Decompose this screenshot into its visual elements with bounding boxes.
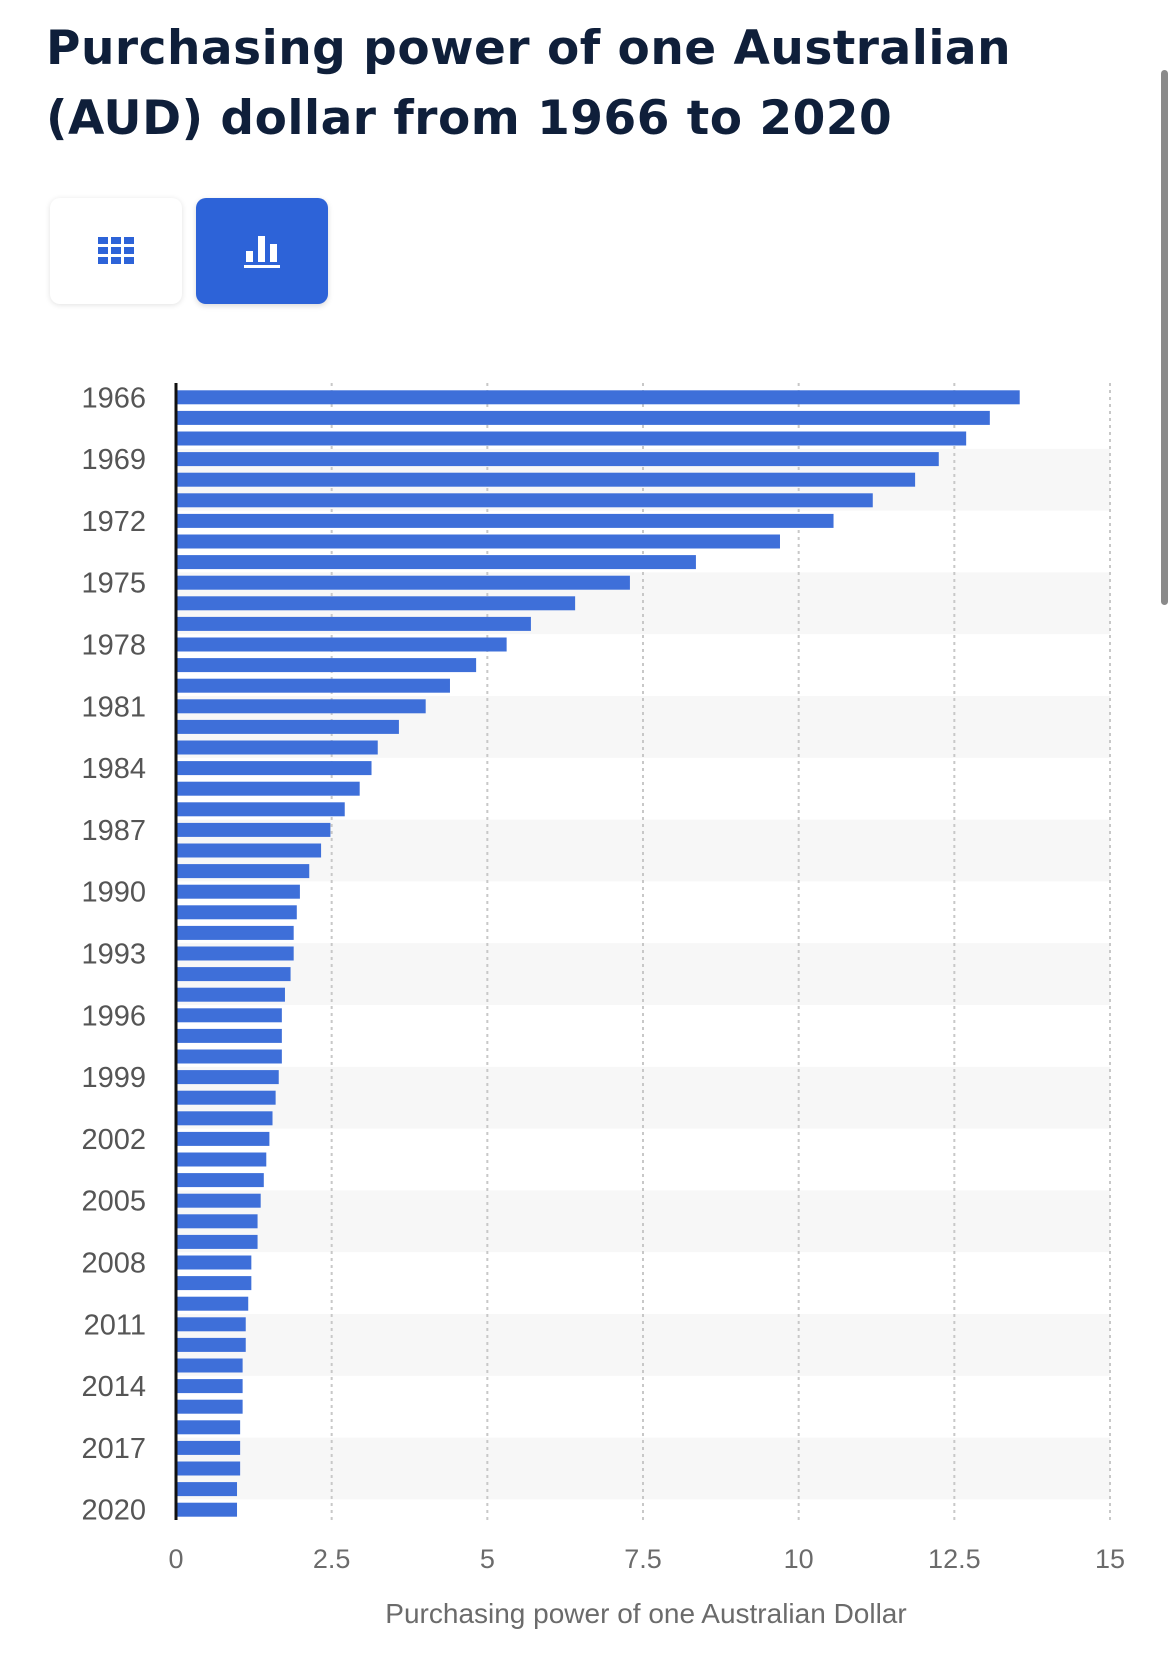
bar-2006[interactable]: [176, 1214, 258, 1229]
bar-2000[interactable]: [176, 1090, 276, 1105]
bar-1988[interactable]: [176, 843, 322, 858]
bar-2019[interactable]: [176, 1482, 238, 1497]
bar-1979[interactable]: [176, 658, 477, 673]
x-tick-label: 5: [480, 1544, 495, 1574]
bar-1973[interactable]: [176, 534, 780, 549]
y-tick-label: 2020: [81, 1495, 146, 1527]
bar-2005[interactable]: [176, 1193, 261, 1208]
x-tick-label: 10: [784, 1544, 814, 1574]
table-grid-icon: [98, 237, 134, 264]
bar-2012[interactable]: [176, 1337, 246, 1352]
bar-1970[interactable]: [176, 472, 916, 487]
bar-1993[interactable]: [176, 946, 294, 961]
y-tick-label: 1966: [81, 382, 146, 414]
bar-1978[interactable]: [176, 637, 507, 652]
bar-1985[interactable]: [176, 781, 360, 796]
scrollbar[interactable]: [1161, 70, 1168, 605]
bar-1966[interactable]: [176, 390, 1020, 405]
y-tick-label: 2008: [81, 1248, 146, 1280]
y-tick-label: 1993: [81, 939, 146, 971]
bar-1975[interactable]: [176, 575, 630, 590]
x-tick-label: 15: [1095, 1544, 1125, 1574]
bar-1994[interactable]: [176, 967, 291, 982]
table-view-button[interactable]: [50, 198, 182, 304]
bar-2007[interactable]: [176, 1234, 258, 1249]
row-band: [176, 1190, 1110, 1253]
y-tick-label: 1990: [81, 877, 146, 909]
bar-1980[interactable]: [176, 678, 450, 693]
bar-2018[interactable]: [176, 1461, 241, 1476]
bar-2002[interactable]: [176, 1131, 270, 1146]
bar-1969[interactable]: [176, 452, 939, 467]
y-tick-label: 1981: [81, 691, 146, 723]
y-tick-label: 2002: [81, 1124, 146, 1156]
bar-1991[interactable]: [176, 905, 297, 920]
bar-1995[interactable]: [176, 987, 285, 1002]
bar-1990[interactable]: [176, 884, 300, 899]
bar-1992[interactable]: [176, 925, 294, 940]
bar-1984[interactable]: [176, 761, 372, 776]
bar-1999[interactable]: [176, 1070, 279, 1085]
bar-1976[interactable]: [176, 596, 576, 611]
x-tick-label: 12.5: [928, 1544, 981, 1574]
bar-2017[interactable]: [176, 1440, 241, 1455]
chart-title: Purchasing power of one Australian (AUD)…: [46, 21, 1012, 146]
bar-2016[interactable]: [176, 1420, 241, 1435]
bar-1997[interactable]: [176, 1028, 282, 1043]
bar-2014[interactable]: [176, 1379, 243, 1394]
bar-1981[interactable]: [176, 699, 426, 714]
bar-2015[interactable]: [176, 1399, 243, 1414]
y-tick-label: 2014: [81, 1371, 146, 1403]
y-tick-label: 1987: [81, 815, 146, 847]
y-tick-label: 1972: [81, 506, 146, 538]
bar-1968[interactable]: [176, 431, 967, 446]
x-tick-label: 7.5: [624, 1544, 662, 1574]
y-tick-label: 1978: [81, 630, 146, 662]
bar-1986[interactable]: [176, 802, 345, 817]
bar-1998[interactable]: [176, 1049, 282, 1064]
bar-2020[interactable]: [176, 1502, 238, 1517]
y-tick-label: 1999: [81, 1062, 146, 1094]
y-tick-label: 2005: [81, 1186, 146, 1218]
bar-1967[interactable]: [176, 410, 990, 425]
y-tick-label: 1996: [81, 1000, 146, 1032]
bar-1982[interactable]: [176, 719, 399, 734]
x-tick-label: 2.5: [313, 1544, 351, 1574]
y-tick-label: 1969: [81, 444, 146, 476]
bar-2009[interactable]: [176, 1276, 252, 1291]
bar-2003[interactable]: [176, 1152, 267, 1167]
bar-1974[interactable]: [176, 555, 696, 570]
row-band: [176, 819, 1110, 882]
chart-view-button[interactable]: [196, 198, 328, 304]
x-tick-label: 0: [168, 1544, 183, 1574]
bar-1989[interactable]: [176, 864, 310, 879]
bar-2008[interactable]: [176, 1255, 252, 1270]
bar-1983[interactable]: [176, 740, 378, 755]
bar-1996[interactable]: [176, 1008, 282, 1023]
bar-1977[interactable]: [176, 616, 531, 631]
y-tick-label: 2017: [81, 1433, 146, 1465]
bar-2001[interactable]: [176, 1111, 273, 1126]
bar-1971[interactable]: [176, 493, 873, 508]
bar-2013[interactable]: [176, 1358, 243, 1373]
bar-2011[interactable]: [176, 1317, 246, 1332]
bar-2010[interactable]: [176, 1296, 249, 1311]
bar-2004[interactable]: [176, 1173, 264, 1188]
bar-1987[interactable]: [176, 822, 331, 837]
bar-1972[interactable]: [176, 513, 834, 528]
x-axis-title: Purchasing power of one Australian Dolla…: [385, 1598, 907, 1629]
y-tick-label: 1984: [81, 753, 146, 785]
y-tick-label: 2011: [84, 1309, 146, 1341]
bar-chart-icon: [244, 236, 280, 268]
y-tick-label: 1975: [81, 568, 146, 600]
